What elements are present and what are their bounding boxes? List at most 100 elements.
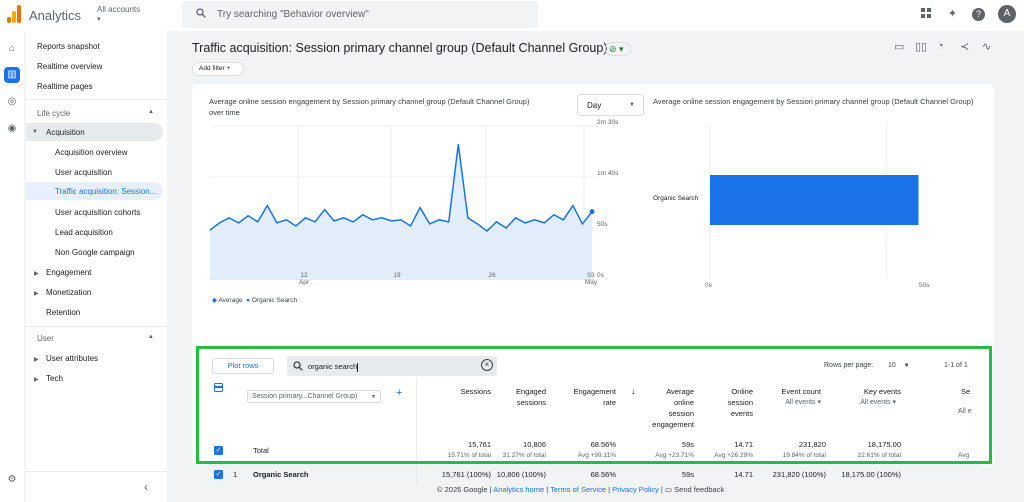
reports-icon[interactable]: ▥	[4, 67, 20, 83]
data-point	[524, 222, 526, 224]
nav-item-reports-snapshot[interactable]: Reports snapshot	[37, 42, 100, 51]
total-checkbox[interactable]: ✓	[214, 446, 223, 455]
data-point	[228, 217, 230, 219]
chevron-up-icon: ▲	[148, 334, 154, 340]
col-engaged-sessions[interactable]: Engaged sessions	[515, 387, 546, 407]
nav-item-realtime-pages[interactable]: Realtime pages	[37, 82, 93, 91]
footer-link-home[interactable]: Analytics home	[493, 485, 545, 494]
footer-feedback[interactable]: Send feedback	[674, 485, 725, 494]
dimension-select[interactable]: Session primary...Channel Group) ▼	[247, 390, 381, 403]
row-value: 18,175.00 (100%)	[841, 470, 901, 479]
col-key-events[interactable]: Key events	[863, 387, 901, 396]
rows-per-page-select[interactable]: 10 ▼	[888, 362, 910, 369]
key-events-filter[interactable]: All events ▾	[860, 399, 896, 406]
col-online-session-events[interactable]: Online session events	[727, 387, 753, 418]
legend-marker-average: ◆	[212, 297, 217, 304]
sort-arrow-icon[interactable]: ↓	[631, 386, 636, 396]
row-checkbox[interactable]: ✓	[214, 470, 223, 479]
bar-chart	[709, 124, 919, 279]
insights-icon[interactable]: ◔	[937, 40, 944, 52]
col-event-count[interactable]: Event count	[781, 387, 821, 396]
nav-item-user-acquisition[interactable]: User acquisition	[55, 168, 112, 177]
trend-icon[interactable]: ∿	[982, 41, 992, 53]
gear-icon[interactable]: ⚙	[7, 474, 17, 485]
clear-search-icon[interactable]: ×	[481, 359, 493, 371]
add-filter-button[interactable]: Add filter +	[192, 62, 244, 76]
table-search-input[interactable]: organic search ×	[287, 356, 497, 376]
total-value: 18,175.00	[867, 440, 901, 449]
data-point	[572, 204, 574, 207]
y-tick-label: 1m 40s	[597, 170, 619, 177]
left-rail: ⌂ ▥ ◎ ◉ ⚙	[0, 31, 24, 502]
nav-item-monetization[interactable]: Monetization	[46, 288, 92, 297]
select-all-checkbox[interactable]: ▬	[214, 383, 223, 392]
add-dimension-icon[interactable]: +	[396, 387, 403, 399]
compare-icon[interactable]: ▯▯	[915, 41, 928, 53]
data-point	[476, 223, 478, 225]
collapse-sidebar-icon[interactable]: ‹	[144, 480, 148, 494]
account-selector[interactable]: All accounts ▾	[97, 5, 140, 25]
divider	[26, 326, 167, 327]
y-tick-label: 50s	[597, 221, 608, 228]
col-engagement-rate[interactable]: Engagement rate	[573, 387, 616, 407]
legend-marker-organic: ●	[246, 297, 251, 304]
section-life-cycle[interactable]: Life cycle ▲	[26, 104, 163, 122]
data-point	[467, 217, 469, 219]
data-point	[543, 222, 545, 224]
home-icon[interactable]: ⌂	[8, 43, 16, 54]
nav-item-traffic-acquisition[interactable]: Traffic acquisition: Session...	[26, 182, 163, 200]
nav-item-acquisition[interactable]: ▼ Acquisition	[26, 123, 163, 141]
advertising-icon[interactable]: ◉	[7, 123, 17, 134]
legend-label-average: Average	[218, 297, 243, 304]
sparkle-icon[interactable]: ✦	[947, 8, 958, 20]
nav-item-engagement[interactable]: Engagement	[46, 268, 92, 277]
col-sessions[interactable]: Sessions	[460, 387, 491, 396]
avatar[interactable]: A	[998, 5, 1016, 23]
search-bar[interactable]: Try searching "Behavior overview"	[182, 1, 538, 28]
nav-item-acquisition-overview[interactable]: Acquisition overview	[55, 148, 128, 157]
footer-link-privacy[interactable]: Privacy Policy	[612, 485, 659, 494]
footer-link-tos[interactable]: Terms of Service	[550, 485, 606, 494]
line-chart-title: Average online session engagement by Ses…	[209, 97, 530, 117]
data-table: ▬ Session primary...Channel Group) ▼ + Se…	[201, 378, 981, 486]
nav-item-user-attributes[interactable]: User attributes	[46, 354, 99, 363]
status-check-icon[interactable]: ⊘ ▾	[605, 42, 631, 56]
col-cut: Se	[961, 387, 971, 396]
data-point	[209, 229, 211, 231]
event-count-filter[interactable]: All events ▾	[785, 399, 821, 406]
data-point	[371, 219, 373, 221]
help-icon[interactable]: ?	[972, 8, 985, 21]
data-point	[324, 209, 326, 211]
share-icon[interactable]: ≺	[960, 41, 970, 53]
nav-item-realtime-overview[interactable]: Realtime overview	[37, 62, 103, 71]
col-avg-online-session-engagement[interactable]: Average online session engagement	[652, 387, 694, 429]
section-user[interactable]: User ▲	[26, 329, 163, 347]
period-select[interactable]: Day ▼	[577, 94, 644, 116]
data-point	[515, 217, 517, 219]
cut-filter: All e	[958, 408, 972, 415]
nav-item-tech[interactable]: Tech	[46, 374, 63, 383]
series-area	[210, 144, 592, 279]
edit-comparison-icon[interactable]: ▭	[894, 41, 905, 53]
total-subvalue: 31.27% of total	[502, 452, 546, 459]
total-subvalue: Avg +99.11%	[577, 452, 616, 459]
reports-sidebar: Reports snapshot Realtime overview Realt…	[26, 31, 167, 502]
y-tick-label: 2m 30s	[597, 119, 619, 126]
search-placeholder: Try searching "Behavior overview"	[217, 9, 369, 20]
nav-item-non-google-campaign[interactable]: Non Google campaign	[55, 248, 135, 257]
feedback-icon[interactable]: ▭	[664, 485, 673, 494]
account-label: All accounts	[97, 5, 141, 14]
nav-item-retention[interactable]: Retention	[46, 308, 81, 317]
data-point	[381, 217, 383, 219]
nav-item-lead-acquisition[interactable]: Lead acquisition	[55, 228, 113, 237]
nav-item-user-acquisition-cohorts[interactable]: User acquisition cohorts	[55, 208, 141, 217]
row-value: 231,820 (100%)	[772, 470, 826, 479]
row-label[interactable]: Organic Search	[253, 470, 309, 479]
plot-rows-button[interactable]: Plot rows	[212, 358, 274, 374]
explore-icon[interactable]: ◎	[7, 96, 17, 107]
data-point	[486, 230, 488, 232]
data-point	[457, 143, 459, 145]
bar-organic-search[interactable]	[710, 175, 919, 225]
apps-grid-icon[interactable]	[920, 8, 933, 21]
section-label: User	[37, 334, 54, 343]
